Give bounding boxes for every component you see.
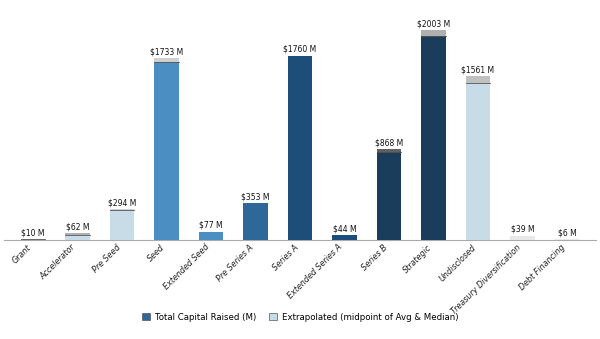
Text: $44 M: $44 M [332,224,356,234]
Bar [243,203,268,240]
Text: $2003 M: $2003 M [417,19,450,28]
Text: $62 M: $62 M [66,223,89,232]
Text: $6 M: $6 M [557,228,576,237]
Bar [421,36,446,240]
Bar [110,211,134,240]
Legend: Total Capital Raised (M), Extrapolated (midpoint of Avg & Median): Total Capital Raised (M), Extrapolated (… [139,310,461,325]
Bar [421,30,446,36]
Text: $1760 M: $1760 M [283,45,317,54]
Bar [332,235,357,240]
Bar [510,236,535,240]
Bar [466,83,490,240]
Text: $353 M: $353 M [241,192,270,201]
Text: $39 M: $39 M [511,225,534,234]
Bar [199,232,223,240]
Text: $1561 M: $1561 M [461,65,494,75]
Bar [110,209,134,211]
Bar [554,239,579,240]
Bar [377,149,401,152]
Bar [466,76,490,83]
Text: $294 M: $294 M [108,198,136,207]
Bar [377,152,401,240]
Bar [21,239,46,240]
Bar [154,58,179,62]
Text: $77 M: $77 M [199,221,223,230]
Bar [154,62,179,240]
Bar [288,56,312,240]
Bar [65,234,90,235]
Text: $868 M: $868 M [375,138,403,147]
Text: $1733 M: $1733 M [150,47,183,57]
Bar [65,235,90,240]
Text: $10 M: $10 M [22,228,45,237]
